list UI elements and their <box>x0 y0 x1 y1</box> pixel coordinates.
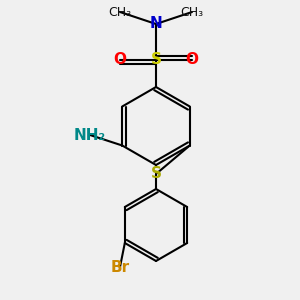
Text: NH₂: NH₂ <box>74 128 106 142</box>
Text: O: O <box>185 52 199 68</box>
Text: N: N <box>150 16 162 32</box>
Text: O: O <box>113 52 127 68</box>
Text: Br: Br <box>110 260 130 274</box>
Text: S: S <box>151 167 161 182</box>
Text: S: S <box>151 52 161 68</box>
Text: CH₃: CH₃ <box>180 5 204 19</box>
Text: CH₃: CH₃ <box>108 5 132 19</box>
